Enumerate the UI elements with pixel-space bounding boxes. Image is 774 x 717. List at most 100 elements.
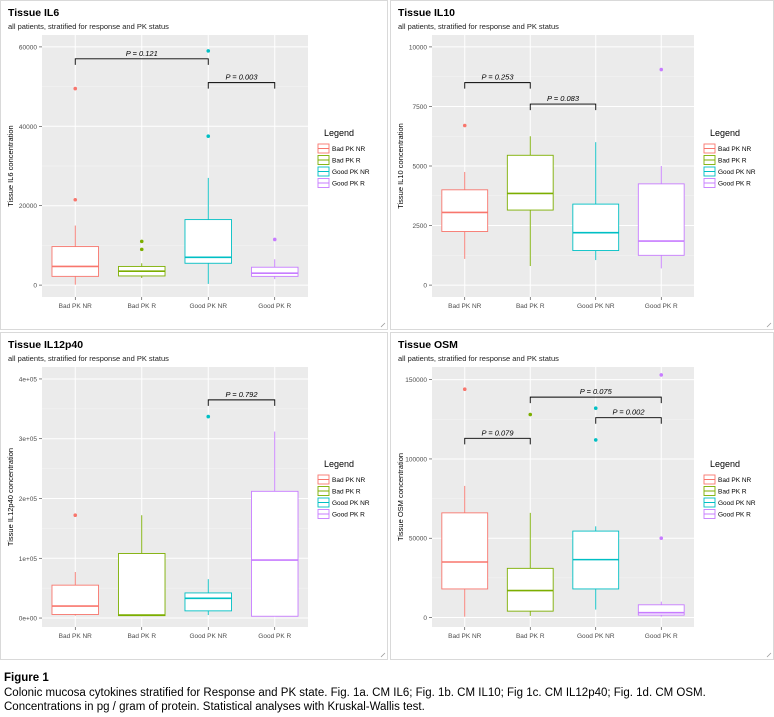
x-tick-label-good-pk-r: Good PK R xyxy=(258,303,291,310)
resize-grip-icon xyxy=(380,652,386,658)
y-tick-label: 5000 xyxy=(413,164,428,171)
box-good-pk-r xyxy=(637,373,685,617)
box-bad-pk-nr xyxy=(441,123,489,259)
p-value-label: P = 0.002 xyxy=(612,408,645,417)
y-tick-label: 3e+05 xyxy=(19,436,38,443)
y-tick-label: 40000 xyxy=(19,124,37,131)
legend-label: Good PK NR xyxy=(718,500,756,507)
box-iqr xyxy=(184,592,232,612)
x-tick-label-good-pk-nr: Good PK NR xyxy=(189,633,227,640)
p-value-label: P = 0.075 xyxy=(580,387,613,396)
box-iqr xyxy=(118,553,166,617)
y-tick-label: 0 xyxy=(33,283,37,290)
x-tick-label-bad-pk-r: Bad PK R xyxy=(127,633,156,640)
y-tick-label: 100000 xyxy=(405,456,427,463)
legend-title: Legend xyxy=(710,459,740,469)
resize-grip-icon xyxy=(766,322,772,328)
legend-label: Bad PK R xyxy=(718,158,747,165)
box-iqr xyxy=(441,189,489,232)
legend-item-good-pk-nr: Good PK NR xyxy=(317,497,370,508)
chart-subtitle: all patients, stratified for response an… xyxy=(398,354,559,363)
x-tick-label-good-pk-r: Good PK R xyxy=(258,633,291,640)
box-good-pk-r xyxy=(637,67,685,269)
y-tick-label: 4e+05 xyxy=(19,376,38,383)
y-tick-label: 60000 xyxy=(19,44,37,51)
x-tick-label-bad-pk-r: Bad PK R xyxy=(127,303,156,310)
box-iqr xyxy=(51,246,99,277)
box-good-pk-nr xyxy=(184,414,232,616)
y-tick-label: 0 xyxy=(423,283,427,290)
bracket-line xyxy=(464,82,531,89)
bracket-line xyxy=(595,417,662,424)
y-tick-label: 7500 xyxy=(413,104,428,111)
outlier-point xyxy=(462,123,467,128)
outlier-point xyxy=(73,513,78,518)
box-bad-pk-r xyxy=(118,515,166,617)
y-tick-label: 2500 xyxy=(413,223,428,230)
resize-grip-icon xyxy=(766,652,772,658)
box-good-pk-r xyxy=(251,237,299,280)
outlier-point xyxy=(593,438,598,442)
caption-line-1: Colonic mucosa cytokines stratified for … xyxy=(4,686,706,699)
legend-item-good-pk-nr: Good PK NR xyxy=(317,166,370,177)
legend-label: Good PK R xyxy=(718,181,751,188)
chart-title: Tissue IL6 xyxy=(8,7,59,19)
y-axis-label: Tissue OSM concentration xyxy=(396,453,405,541)
box-bad-pk-r xyxy=(506,136,554,267)
legend-item-good-pk-r: Good PK R xyxy=(317,509,365,519)
legend-item-bad-pk-r: Bad PK R xyxy=(317,155,361,165)
x-tick-label-bad-pk-nr: Bad PK NR xyxy=(59,633,93,640)
outlier-point xyxy=(206,49,211,53)
chart-subtitle: all patients, stratified for response an… xyxy=(398,22,559,31)
chart-title: Tissue OSM xyxy=(398,339,458,351)
chart-title: Tissue IL10 xyxy=(398,7,455,19)
chart-panel-osm: Tissue OSM all patients, stratified for r… xyxy=(390,332,774,660)
outlier-point xyxy=(206,134,211,139)
outlier-point xyxy=(528,412,533,417)
chart-subtitle: all patients, stratified for response an… xyxy=(8,354,169,363)
box-good-pk-nr xyxy=(572,142,620,261)
box-iqr xyxy=(637,604,685,616)
comparison-bracket: P = 0.792 xyxy=(207,390,276,406)
y-tick-label: 2e+05 xyxy=(19,496,38,503)
y-tick-label: 150000 xyxy=(405,377,427,384)
legend-label: Bad PK NR xyxy=(718,146,752,153)
legend-label: Good PK R xyxy=(718,512,751,519)
outlier-point xyxy=(659,536,664,541)
comparison-bracket: P = 0.003 xyxy=(207,73,276,89)
box-iqr xyxy=(572,203,620,252)
y-tick-label: 20000 xyxy=(19,203,37,210)
x-tick-label-bad-pk-nr: Bad PK NR xyxy=(448,303,482,310)
legend-label: Bad PK NR xyxy=(718,477,752,484)
legend-item-bad-pk-r: Bad PK R xyxy=(317,486,361,496)
legend-label: Good PK NR xyxy=(718,169,756,176)
legend-label: Good PK R xyxy=(332,181,365,188)
box-good-pk-nr xyxy=(572,406,620,610)
x-tick-label-good-pk-nr: Good PK NR xyxy=(577,633,615,640)
legend-item-good-pk-nr: Good PK NR xyxy=(703,497,756,508)
legend-label: Good PK R xyxy=(332,512,365,519)
y-tick-label: 1e+05 xyxy=(19,556,38,563)
bracket-line xyxy=(529,396,662,404)
legend-label: Bad PK R xyxy=(332,158,361,165)
box-bad-pk-nr xyxy=(51,86,99,285)
box-iqr xyxy=(51,584,99,615)
comparison-bracket: P = 0.079 xyxy=(464,428,531,445)
y-tick-label: 0 xyxy=(423,615,427,622)
comparison-bracket: P = 0.083 xyxy=(529,94,597,111)
box-bad-pk-nr xyxy=(51,513,99,616)
legend-label: Bad PK NR xyxy=(332,146,366,153)
x-tick-label-good-pk-nr: Good PK NR xyxy=(577,303,615,310)
outlier-point xyxy=(659,67,664,72)
p-value-label: P = 0.003 xyxy=(225,73,258,82)
chart-il10: Tissue IL10 all patients, stratified for … xyxy=(390,0,774,330)
legend-item-bad-pk-nr: Bad PK NR xyxy=(317,474,366,485)
comparison-bracket: P = 0.253 xyxy=(464,73,531,89)
legend-item-good-pk-r: Good PK R xyxy=(703,178,751,188)
y-axis-label: Tissue IL12p40 concentration xyxy=(6,448,15,546)
p-value-label: P = 0.083 xyxy=(547,94,580,103)
x-tick-label-bad-pk-r: Bad PK R xyxy=(516,633,545,640)
box-bad-pk-r xyxy=(118,239,166,278)
x-tick-label-good-pk-nr: Good PK NR xyxy=(189,303,227,310)
legend-label: Bad PK NR xyxy=(332,477,366,484)
